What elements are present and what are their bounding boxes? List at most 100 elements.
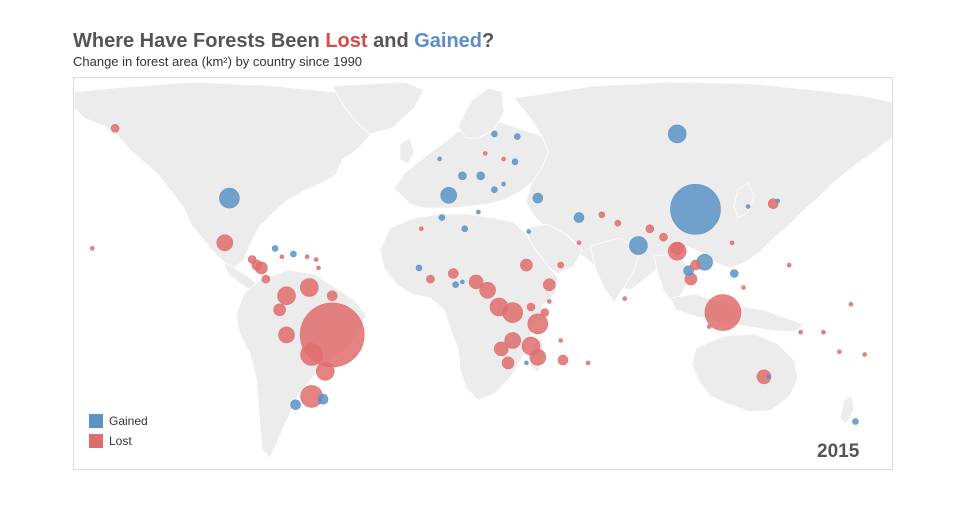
gained-bubble[interactable] [745, 204, 751, 209]
gained-bubble[interactable] [667, 124, 687, 144]
lost-bubble[interactable] [278, 326, 295, 344]
lost-bubble[interactable] [540, 308, 550, 317]
gained-bubble[interactable] [501, 181, 506, 187]
gained-bubble[interactable] [317, 393, 329, 405]
lost-bubble[interactable] [598, 211, 606, 219]
lost-bubble[interactable] [426, 274, 435, 284]
lost-bubble[interactable] [862, 352, 867, 357]
lost-bubble[interactable] [493, 341, 509, 357]
lost-bubble[interactable] [316, 361, 335, 381]
gained-bubble[interactable] [524, 360, 529, 366]
lost-bubble[interactable] [614, 219, 622, 227]
lost-bubble[interactable] [300, 343, 323, 366]
gained-bubble[interactable] [476, 209, 481, 215]
lost-bubble[interactable] [704, 294, 742, 331]
lost-bubble[interactable] [529, 348, 547, 366]
lost-bubble[interactable] [729, 240, 735, 246]
gained-bubble[interactable] [511, 158, 519, 166]
lost-bubble[interactable] [645, 224, 655, 234]
land-greenland [331, 81, 425, 135]
chart-title: Where Have Forests Been Lost and Gained? [73, 30, 494, 53]
lost-bubble[interactable] [542, 278, 556, 291]
lost-bubble[interactable] [479, 282, 496, 299]
lost-bubble[interactable] [706, 324, 712, 329]
gained-bubble[interactable] [438, 214, 446, 221]
gained-bubble[interactable] [766, 374, 771, 380]
lost-bubble[interactable] [468, 274, 484, 290]
lost-bubble[interactable] [501, 356, 515, 370]
gained-bubble[interactable] [670, 184, 721, 235]
lost-bubble[interactable] [837, 349, 842, 355]
lost-bubble[interactable] [300, 278, 319, 297]
gained-bubble[interactable] [461, 225, 469, 233]
gained-bubble[interactable] [513, 133, 521, 140]
lost-bubble[interactable] [447, 268, 459, 279]
lost-bubble[interactable] [786, 262, 792, 268]
lost-bubble[interactable] [110, 123, 120, 133]
lost-bubble[interactable] [279, 254, 285, 259]
land-australia [691, 333, 799, 413]
lost-bubble[interactable] [313, 257, 319, 262]
lost-bubble[interactable] [89, 246, 95, 251]
gained-bubble[interactable] [532, 192, 544, 204]
lost-bubble[interactable] [418, 226, 424, 232]
lost-bubble[interactable] [247, 255, 257, 264]
gained-bubble[interactable] [526, 229, 532, 234]
gained-bubble[interactable] [452, 281, 459, 288]
lost-bubble[interactable] [557, 261, 565, 269]
gained-bubble[interactable] [729, 269, 739, 278]
gained-bubble[interactable] [460, 279, 465, 285]
lost-bubble[interactable] [585, 360, 591, 366]
gained-bubble[interactable] [219, 187, 240, 209]
lost-bubble[interactable] [504, 332, 522, 349]
gained-bubble[interactable] [683, 265, 694, 276]
world-map[interactable]: 2015 [73, 77, 893, 470]
lost-bubble[interactable] [304, 254, 310, 259]
lost-bubble[interactable] [576, 240, 582, 246]
land-south-america [235, 269, 367, 459]
lost-bubble[interactable] [546, 299, 552, 304]
lost-bubble[interactable] [659, 232, 668, 242]
gained-bubble[interactable] [491, 186, 498, 193]
lost-bubble[interactable] [526, 302, 536, 312]
lost-bubble[interactable] [501, 156, 506, 162]
gained-bubble[interactable] [476, 171, 486, 181]
lost-bubble[interactable] [326, 290, 338, 302]
lost-bubble[interactable] [741, 285, 746, 290]
lost-bubble[interactable] [277, 286, 296, 306]
lost-bubble[interactable] [273, 303, 286, 317]
lost-bubble[interactable] [216, 234, 234, 252]
lost-bubble[interactable] [489, 297, 509, 317]
gained-bubble[interactable] [573, 212, 585, 223]
gained-bubble[interactable] [271, 245, 279, 252]
lost-bubble[interactable] [798, 329, 803, 335]
lost-bubble[interactable] [316, 265, 321, 271]
lost-bubble[interactable] [848, 301, 854, 307]
gained-bubble[interactable] [290, 399, 301, 411]
gained-bubble[interactable] [852, 418, 859, 425]
gained-bubble[interactable] [440, 187, 458, 204]
lost-bubble[interactable] [690, 259, 701, 271]
lost-bubble[interactable] [557, 354, 569, 366]
lost-bubble[interactable] [261, 274, 271, 284]
gained-bubble[interactable] [458, 171, 467, 181]
gained-bubble[interactable] [415, 264, 423, 272]
legend-swatch-lost [89, 434, 103, 448]
gained-bubble[interactable] [491, 130, 498, 138]
legend: Gained Lost [89, 411, 148, 451]
lost-bubble[interactable] [670, 242, 684, 255]
lost-bubble[interactable] [558, 338, 564, 343]
legend-item-lost: Lost [89, 431, 148, 451]
land-scandinavia [457, 87, 505, 139]
gained-bubble[interactable] [629, 236, 648, 255]
gained-bubble[interactable] [775, 198, 781, 204]
gained-bubble[interactable] [437, 156, 442, 162]
lost-bubble[interactable] [527, 313, 549, 335]
gained-bubble[interactable] [290, 250, 297, 258]
lost-bubble[interactable] [520, 258, 533, 272]
lost-bubble[interactable] [756, 369, 772, 385]
legend-label-lost: Lost [109, 434, 132, 448]
lost-bubble[interactable] [821, 329, 826, 335]
lost-bubble[interactable] [622, 296, 628, 301]
lost-bubble[interactable] [482, 151, 488, 156]
